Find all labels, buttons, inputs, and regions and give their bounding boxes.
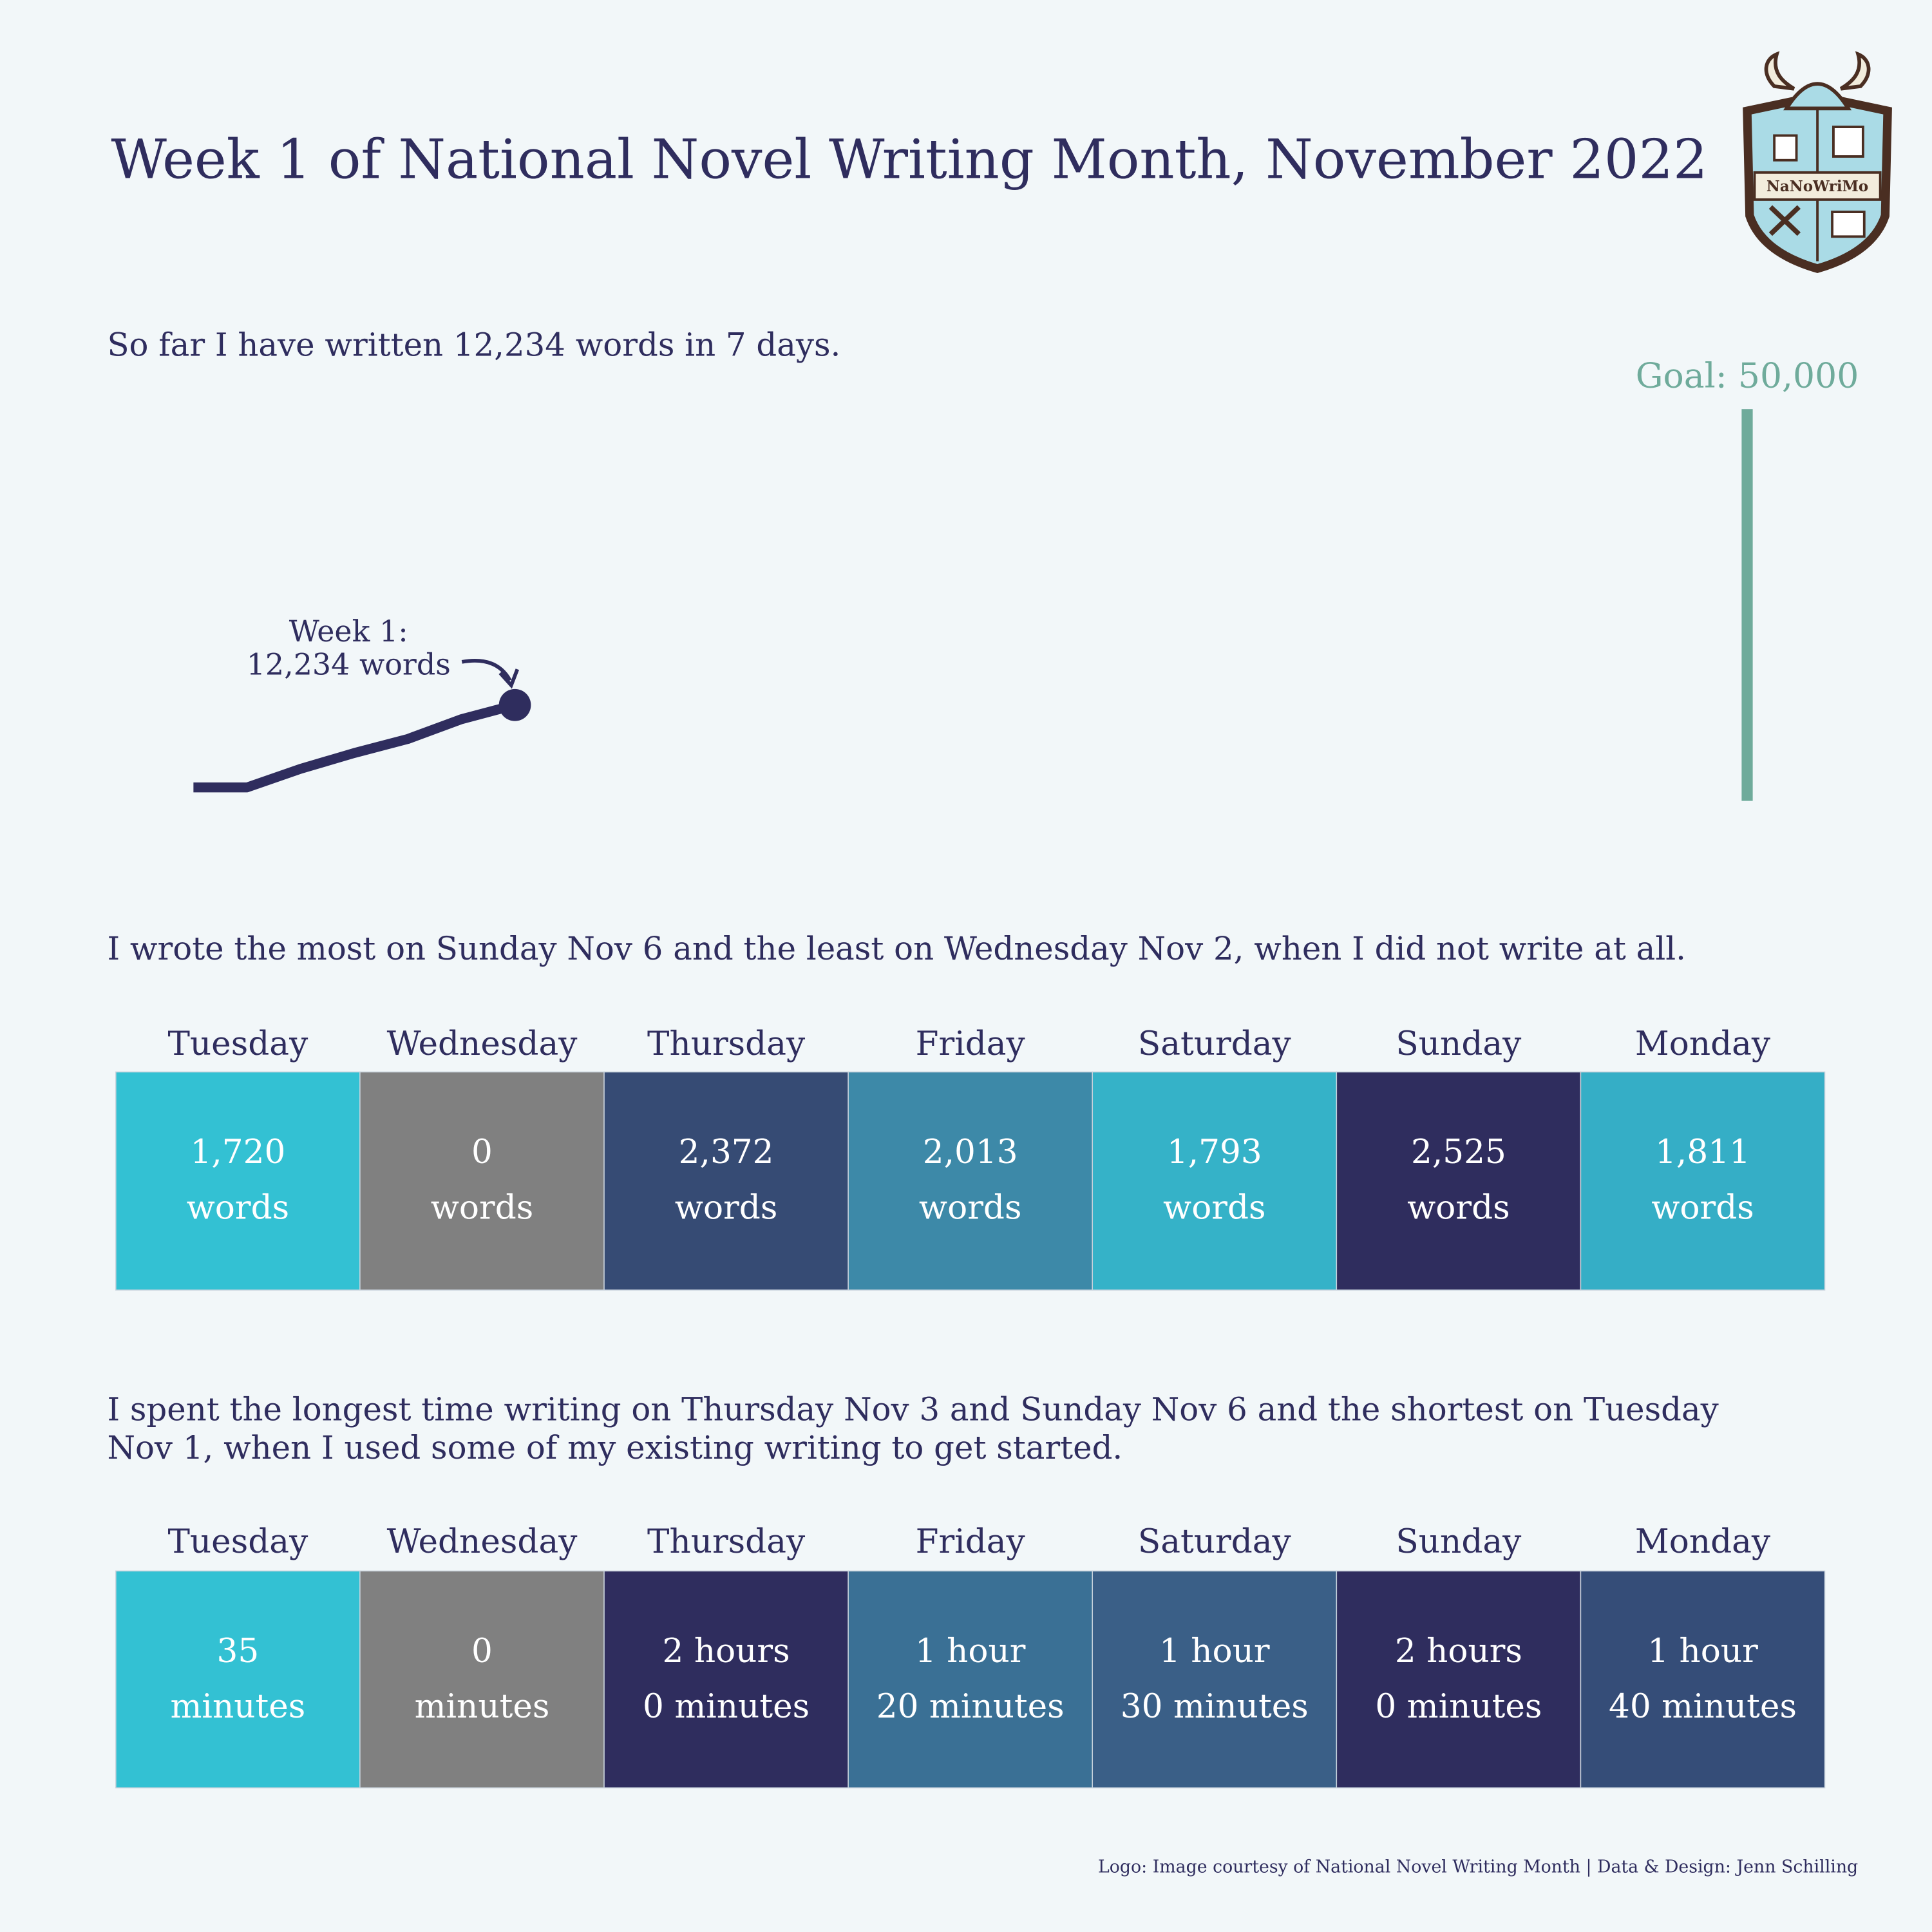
progress-line — [193, 700, 516, 793]
logo: NaNoWriMo — [1743, 51, 1892, 274]
day-label: Monday — [1635, 1522, 1771, 1561]
tile-value: minutes — [415, 1687, 550, 1726]
day-label: Saturday — [1138, 1522, 1292, 1561]
tile-value: words — [1163, 1188, 1266, 1227]
tile — [359, 1570, 605, 1788]
goal-bar — [1741, 409, 1753, 801]
tile-value: 2 hours — [1395, 1632, 1522, 1671]
tile-value: 0 minutes — [643, 1687, 810, 1726]
tile-value: 1,811 — [1655, 1133, 1750, 1171]
tile — [115, 1071, 361, 1291]
progress-point — [498, 688, 531, 721]
tile-value: words — [431, 1188, 534, 1227]
tile-value: words — [675, 1188, 778, 1227]
tile-value: words — [1407, 1188, 1510, 1227]
day-label: Sunday — [1396, 1522, 1522, 1561]
tile-value: 40 minutes — [1609, 1687, 1797, 1726]
annotation-arrow — [461, 659, 512, 681]
tile-value: 0 — [471, 1133, 493, 1171]
day-label: Tuesday — [167, 1025, 308, 1063]
tile — [359, 1071, 605, 1291]
tile — [1336, 1071, 1582, 1291]
day-label: Friday — [916, 1522, 1026, 1561]
tile-value: 30 minutes — [1121, 1687, 1309, 1726]
tile-value: 2,372 — [679, 1133, 774, 1171]
tile — [115, 1570, 361, 1788]
tile-value: 0 minutes — [1375, 1687, 1542, 1726]
subtitle: I wrote the most on Sunday Nov 6 and the… — [107, 930, 1685, 967]
tile-value: words — [187, 1188, 290, 1227]
subtitle: Nov 1, when I used some of my existing w… — [107, 1429, 1122, 1466]
day-label: Monday — [1635, 1025, 1771, 1063]
tile — [1580, 1071, 1826, 1291]
tile-value: minutes — [170, 1687, 305, 1726]
annotation-arrowhead — [498, 668, 520, 689]
day-label: Thursday — [647, 1522, 806, 1561]
day-label: Friday — [916, 1025, 1026, 1063]
tile-value: words — [919, 1188, 1022, 1227]
tile-value: 20 minutes — [876, 1687, 1065, 1726]
tile — [603, 1570, 849, 1788]
tile-value: 2,525 — [1411, 1133, 1506, 1171]
tile-value: 2,013 — [923, 1133, 1018, 1171]
tile-value: 0 — [471, 1632, 493, 1671]
tile — [1580, 1570, 1826, 1788]
day-label: Tuesday — [167, 1522, 308, 1561]
tile-value: 35 — [217, 1632, 260, 1671]
subtitle: I spent the longest time writing on Thur… — [107, 1391, 1718, 1428]
tile — [848, 1570, 1094, 1788]
tile-value: 1,720 — [190, 1133, 285, 1171]
tile — [1336, 1570, 1582, 1788]
tile-value: 2 hours — [663, 1632, 790, 1671]
annotation: Week 1: — [289, 614, 408, 649]
tile-value: 1 hour — [915, 1632, 1026, 1671]
footer: Logo: Image courtesy of National Novel W… — [1098, 1857, 1858, 1877]
tile-value: 1 hour — [1159, 1632, 1270, 1671]
day-label: Sunday — [1396, 1025, 1522, 1063]
tile-value: words — [1651, 1188, 1754, 1227]
day-label: Saturday — [1138, 1025, 1292, 1063]
tile — [848, 1071, 1094, 1291]
tile — [1092, 1071, 1338, 1291]
tile — [1092, 1570, 1338, 1788]
subtitle: So far I have written 12,234 words in 7 … — [107, 327, 840, 364]
day-label: Wednesday — [387, 1025, 578, 1063]
logo-text: NaNoWriMo — [1766, 178, 1868, 195]
day-label: Thursday — [647, 1025, 806, 1063]
tile-value: 1,793 — [1167, 1133, 1262, 1171]
tile-value: 1 hour — [1647, 1632, 1758, 1671]
annotation: 12,234 words — [247, 647, 451, 681]
day-label: Wednesday — [387, 1522, 578, 1561]
title: Week 1 of National Novel Writing Month, … — [111, 128, 1707, 191]
tile — [603, 1071, 849, 1291]
goal-label: Goal: 50,000 — [1636, 355, 1859, 395]
